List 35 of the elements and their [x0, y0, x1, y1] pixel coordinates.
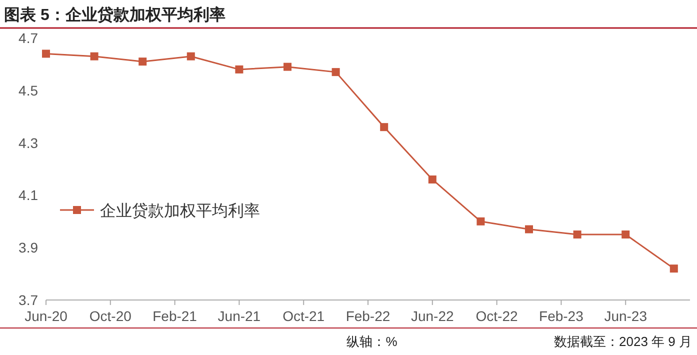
- point: [284, 62, 292, 71]
- x-tick-label: Oct-21: [282, 308, 325, 324]
- point: [90, 52, 98, 60]
- x-tick-label: Feb-21: [152, 308, 198, 324]
- point: [186, 52, 195, 60]
- y-tick-label: 4.5: [18, 82, 38, 98]
- legend-label: 企业贷款加权平均利率: [100, 202, 260, 220]
- y-tick-label: 3.9: [18, 240, 38, 256]
- legend: 企业贷款加权平均利率: [60, 203, 260, 220]
- x-tick-label: Jun-23: [604, 308, 648, 324]
- x-tick-label: Oct-20: [89, 308, 132, 324]
- x-tick-label: Feb-22: [346, 308, 390, 324]
- point: [670, 264, 678, 273]
- y-tick-label: 4.7: [18, 30, 38, 46]
- text: 纵轴：%: [346, 334, 398, 349]
- text: 数据截至：2023 年 9 月: [554, 334, 692, 349]
- y-tick-label: 3.7: [18, 292, 38, 308]
- point: [525, 225, 533, 234]
- point: [42, 50, 50, 58]
- y-tick-label: 4.3: [18, 134, 38, 151]
- point: [138, 58, 147, 66]
- x-tick-label: Jun-22: [410, 308, 454, 324]
- x-tick-label: Jun-21: [218, 308, 261, 324]
- point: [332, 68, 340, 76]
- point: [573, 230, 582, 238]
- point: [476, 217, 485, 226]
- x-tick-label: Oct-22: [476, 308, 518, 324]
- x-tick-label: Feb-23: [539, 308, 584, 324]
- y-tick-label: 4.1: [18, 187, 38, 204]
- point: [380, 123, 388, 132]
- x-tick-label: Jun-20: [24, 308, 68, 324]
- point: [622, 230, 630, 238]
- point: [428, 175, 436, 184]
- title: 图表 5：企业贷款加权平均利率: [4, 7, 226, 24]
- point: [235, 65, 244, 74]
